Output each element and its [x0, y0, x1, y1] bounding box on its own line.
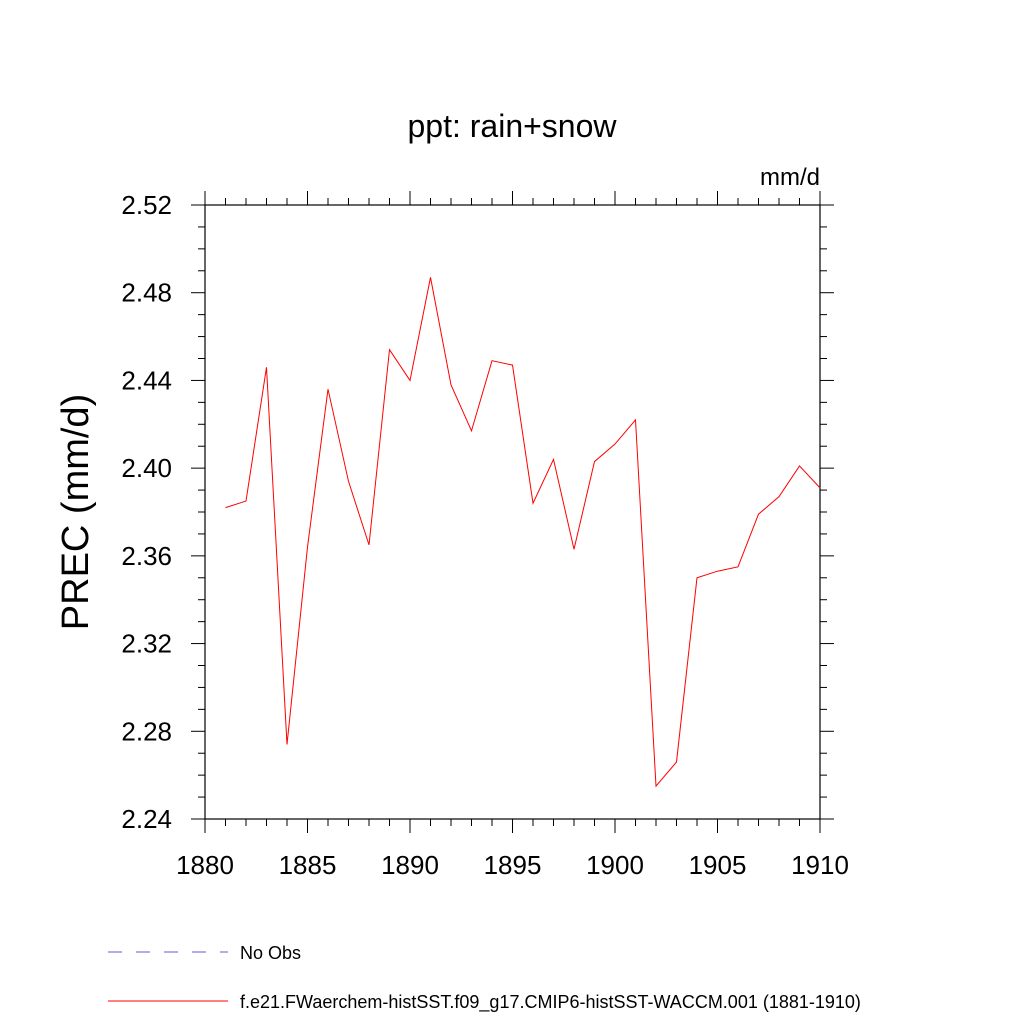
- legend-label-model: f.e21.FWaerchem-histSST.f09_g17.CMIP6-hi…: [240, 992, 861, 1013]
- x-tick-label: 1900: [586, 850, 644, 880]
- legend: No Obs f.e21.FWaerchem-histSST.f09_g17.C…: [108, 943, 861, 1013]
- x-tick-label: 1890: [381, 850, 439, 880]
- axis-ticks: [191, 191, 834, 833]
- chart-title: ppt: rain+snow: [407, 108, 617, 144]
- series-line-0: [225, 277, 821, 788]
- y-tick-label: 2.36: [121, 541, 172, 571]
- y-tick-label: 2.52: [121, 190, 172, 220]
- x-tick-label: 1880: [176, 850, 234, 880]
- y-tick-label: 2.48: [121, 278, 172, 308]
- x-tick-label: 1895: [484, 850, 542, 880]
- x-tick-label: 1885: [279, 850, 337, 880]
- y-axis-label: PREC (mm/d): [55, 394, 97, 630]
- legend-label-no-obs: No Obs: [240, 943, 301, 963]
- y-tick-label: 2.24: [121, 804, 172, 834]
- y-tick-label: 2.44: [121, 365, 172, 395]
- series-layer: [225, 277, 821, 788]
- y-tick-label: 2.28: [121, 716, 172, 746]
- tick-labels: 1880 1885 1890 1895 1900 1905 1910 2.24 2.28 2.32…: [121, 190, 849, 880]
- plot-frame: [204, 204, 821, 820]
- x-tick-label: 1905: [689, 850, 747, 880]
- y-tick-label: 2.40: [121, 453, 172, 483]
- x-tick-label: 1910: [791, 850, 849, 880]
- units-label: mm/d: [760, 164, 820, 191]
- y-tick-label: 2.32: [121, 629, 172, 659]
